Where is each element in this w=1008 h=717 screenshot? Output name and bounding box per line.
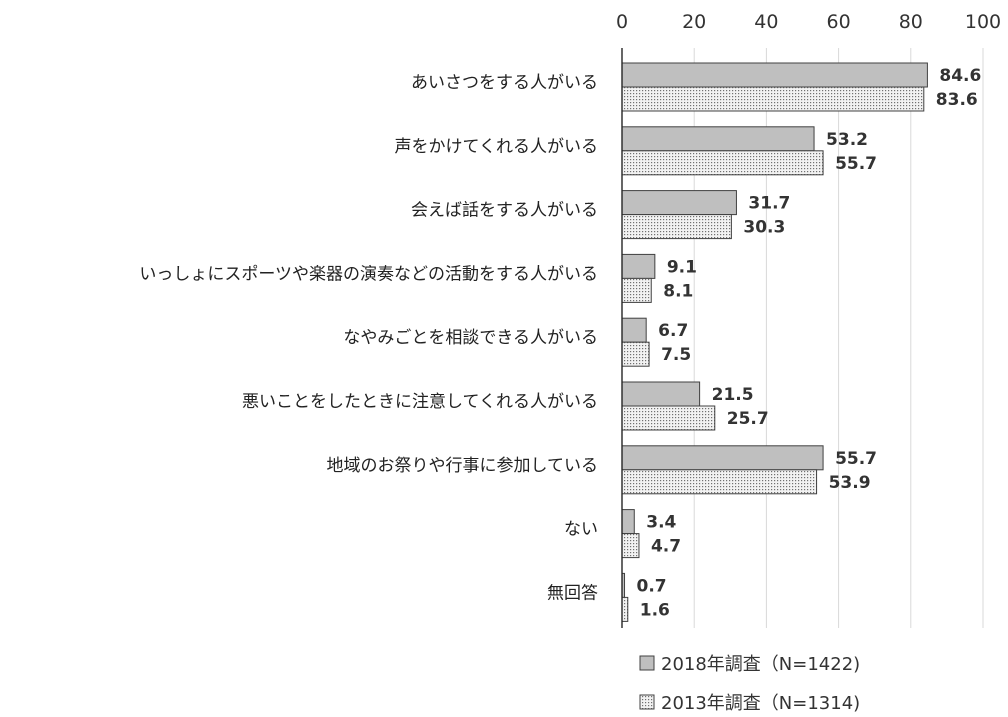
x-tick-label: 0 [616, 11, 628, 33]
data-label: 25.7 [727, 409, 769, 429]
data-label: 53.9 [829, 473, 871, 493]
category-label: ない [564, 520, 598, 540]
data-label: 55.7 [835, 154, 877, 174]
bar-2013 [621, 277, 652, 303]
bar-2018 [621, 126, 815, 152]
bar-2013 [621, 214, 732, 240]
x-tick-label: 60 [827, 11, 851, 33]
bar-2018 [621, 62, 928, 88]
data-label: 31.7 [748, 194, 790, 214]
data-label: 30.3 [743, 218, 785, 238]
bar-2013 [621, 86, 925, 112]
x-tick-label: 100 [965, 11, 1001, 33]
bar-2013 [621, 596, 629, 622]
data-label: 7.5 [661, 345, 691, 365]
bar-2018 [621, 317, 647, 343]
category-label: 悪いことをしたときに注意してくれる人がいる [242, 392, 598, 412]
category-label: あいさつをする人がいる [411, 73, 598, 93]
bar-2018 [621, 253, 656, 279]
bar-2013 [621, 405, 716, 431]
data-label: 53.2 [826, 130, 868, 150]
category-label: 無回答 [547, 583, 598, 603]
data-label: 9.1 [667, 257, 697, 277]
bar-2018 [621, 509, 635, 535]
x-tick-label: 20 [682, 11, 706, 33]
legend-swatch-2018 [639, 655, 655, 671]
bar-2013 [621, 341, 650, 367]
legend-label: 2013年調査（N=1314) [661, 693, 860, 714]
x-tick-label: 80 [899, 11, 923, 33]
bar-2013 [621, 150, 824, 176]
data-label: 1.6 [640, 600, 670, 620]
category-label: 声をかけてくれる人がいる [395, 137, 599, 157]
data-label: 83.6 [936, 90, 978, 110]
data-label: 55.7 [835, 449, 877, 469]
data-label: 84.6 [939, 66, 981, 86]
category-label: いっしょにスポーツや楽器の演奏などの活動をする人がいる [139, 264, 598, 284]
category-label: 会えば話をする人がいる [411, 201, 598, 221]
legend-swatch-2013 [639, 694, 655, 710]
legend-label: 2018年調査（N=1422) [661, 654, 860, 675]
data-label: 4.7 [651, 537, 681, 557]
data-label: 21.5 [712, 385, 754, 405]
category-label: なやみごとを相談できる人がいる [343, 328, 598, 348]
bar-2013 [621, 469, 818, 495]
bar-2018 [621, 381, 701, 407]
bar-2013 [621, 533, 640, 559]
data-label: 6.7 [658, 321, 688, 341]
data-label: 0.7 [637, 576, 667, 596]
bar-2018 [621, 190, 737, 216]
bar-2018 [621, 445, 824, 471]
data-label: 3.4 [646, 513, 676, 533]
x-tick-label: 40 [754, 11, 778, 33]
data-label: 8.1 [663, 281, 693, 301]
category-label: 地域のお祭りや行事に参加している [327, 456, 599, 476]
